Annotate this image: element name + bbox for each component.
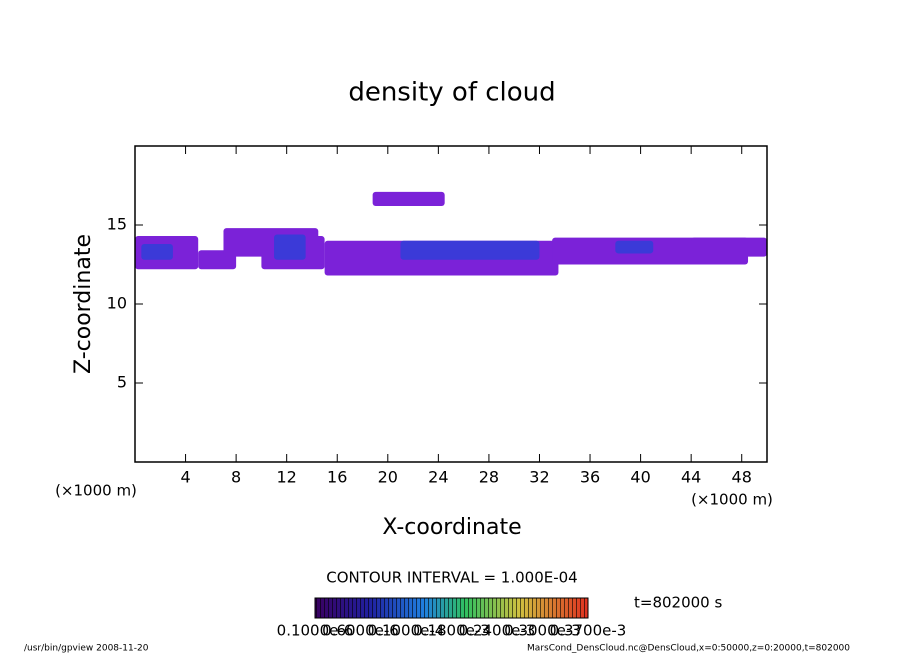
colorbar-label: 0.6000e-6 [322,622,399,640]
contour-patch [400,240,540,260]
x-tick-label: 32 [529,468,549,487]
x-tick-label: 48 [732,468,752,487]
contour-patch [372,191,445,207]
contour-patch [274,234,306,260]
colorbar-label: 0.3700e-3 [550,622,627,640]
x-unit: (×1000 m) [691,491,773,509]
plot-frame [134,145,768,463]
x-tick-label: 20 [378,468,398,487]
y-axis-label: Z-coordinate [71,234,96,374]
x-tick-label: 40 [630,468,650,487]
y-tick-label: 5 [117,373,127,392]
colorbar-label: 0.1000e-6 [277,622,354,640]
colorbar-lines [315,598,588,618]
colorbar-label: 0.3000e-3 [504,622,581,640]
chart-title: density of cloud [348,78,555,108]
contour-interval: CONTOUR INTERVAL = 1.000E-04 [326,569,577,587]
y-unit: (×1000 m) [55,482,137,500]
footer-right: MarsCond_DensCloud.nc@DensCloud,x=0:5000… [527,644,850,654]
x-tick-label: 36 [580,468,600,487]
y-tick-label: 10 [107,294,127,313]
x-tick-label: 44 [681,468,701,487]
x-tick-label: 12 [277,468,297,487]
x-axis-label: X-coordinate [382,515,521,540]
footer-left: /usr/bin/gpview 2008-11-20 [24,644,149,654]
x-tick-label: 8 [231,468,241,487]
time-label: t=802000 s [634,594,722,612]
x-tick-label: 4 [180,468,190,487]
x-tick-label: 16 [327,468,347,487]
colorbar-frame [314,597,589,619]
x-tick-label: 24 [428,468,448,487]
contour-patch [691,237,767,257]
colorbar-label: 0.1000e-4 [368,622,445,640]
colorbar-label: 0.1800e-3 [413,622,490,640]
colorbar-label: 0.2400e-3 [459,622,536,640]
y-tick-label: 15 [107,215,127,234]
contour-patch [615,240,654,254]
x-tick-label: 28 [479,468,499,487]
contour-patch [141,243,173,260]
